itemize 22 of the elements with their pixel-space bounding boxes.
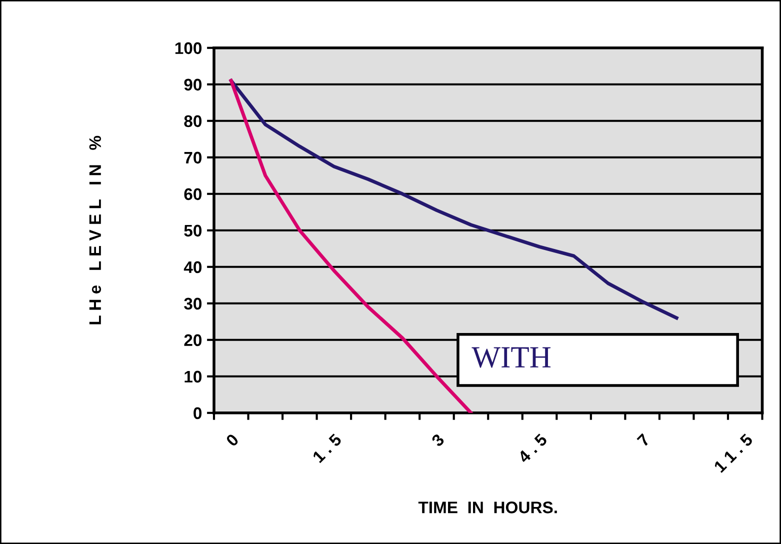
x-tick-label: 1 . 5 bbox=[312, 433, 342, 464]
y-axis-title: L H e L E V E L I N % bbox=[89, 136, 102, 324]
y-tick-label: 10 bbox=[184, 370, 202, 383]
y-tick-label: 0 bbox=[194, 407, 202, 420]
y-tick-label: 40 bbox=[184, 261, 202, 274]
line-series bbox=[229, 78, 473, 413]
y-tick-label: 100 bbox=[175, 42, 202, 54]
y-tick-label: 70 bbox=[184, 152, 202, 164]
y-tick-label: 50 bbox=[184, 224, 202, 237]
x-tick-label: 0 bbox=[225, 433, 240, 448]
x-tick-label: 7 bbox=[636, 433, 650, 447]
line-series bbox=[229, 78, 678, 320]
y-tick-label: 90 bbox=[184, 78, 202, 91]
y-tick-label: 60 bbox=[184, 188, 202, 200]
x-tick-label: 4 . 5 bbox=[517, 433, 548, 464]
x-tick-label: 1 1 . 5 bbox=[714, 433, 754, 474]
x-axis-title: TIME IN HOURS. bbox=[418, 502, 557, 514]
y-tick-label: 30 bbox=[184, 298, 202, 310]
x-tick-label: 3 bbox=[430, 433, 445, 448]
annotation: WITH bbox=[472, 347, 551, 368]
y-tick-label: 20 bbox=[184, 334, 202, 346]
y-tick-label: 80 bbox=[184, 115, 202, 128]
